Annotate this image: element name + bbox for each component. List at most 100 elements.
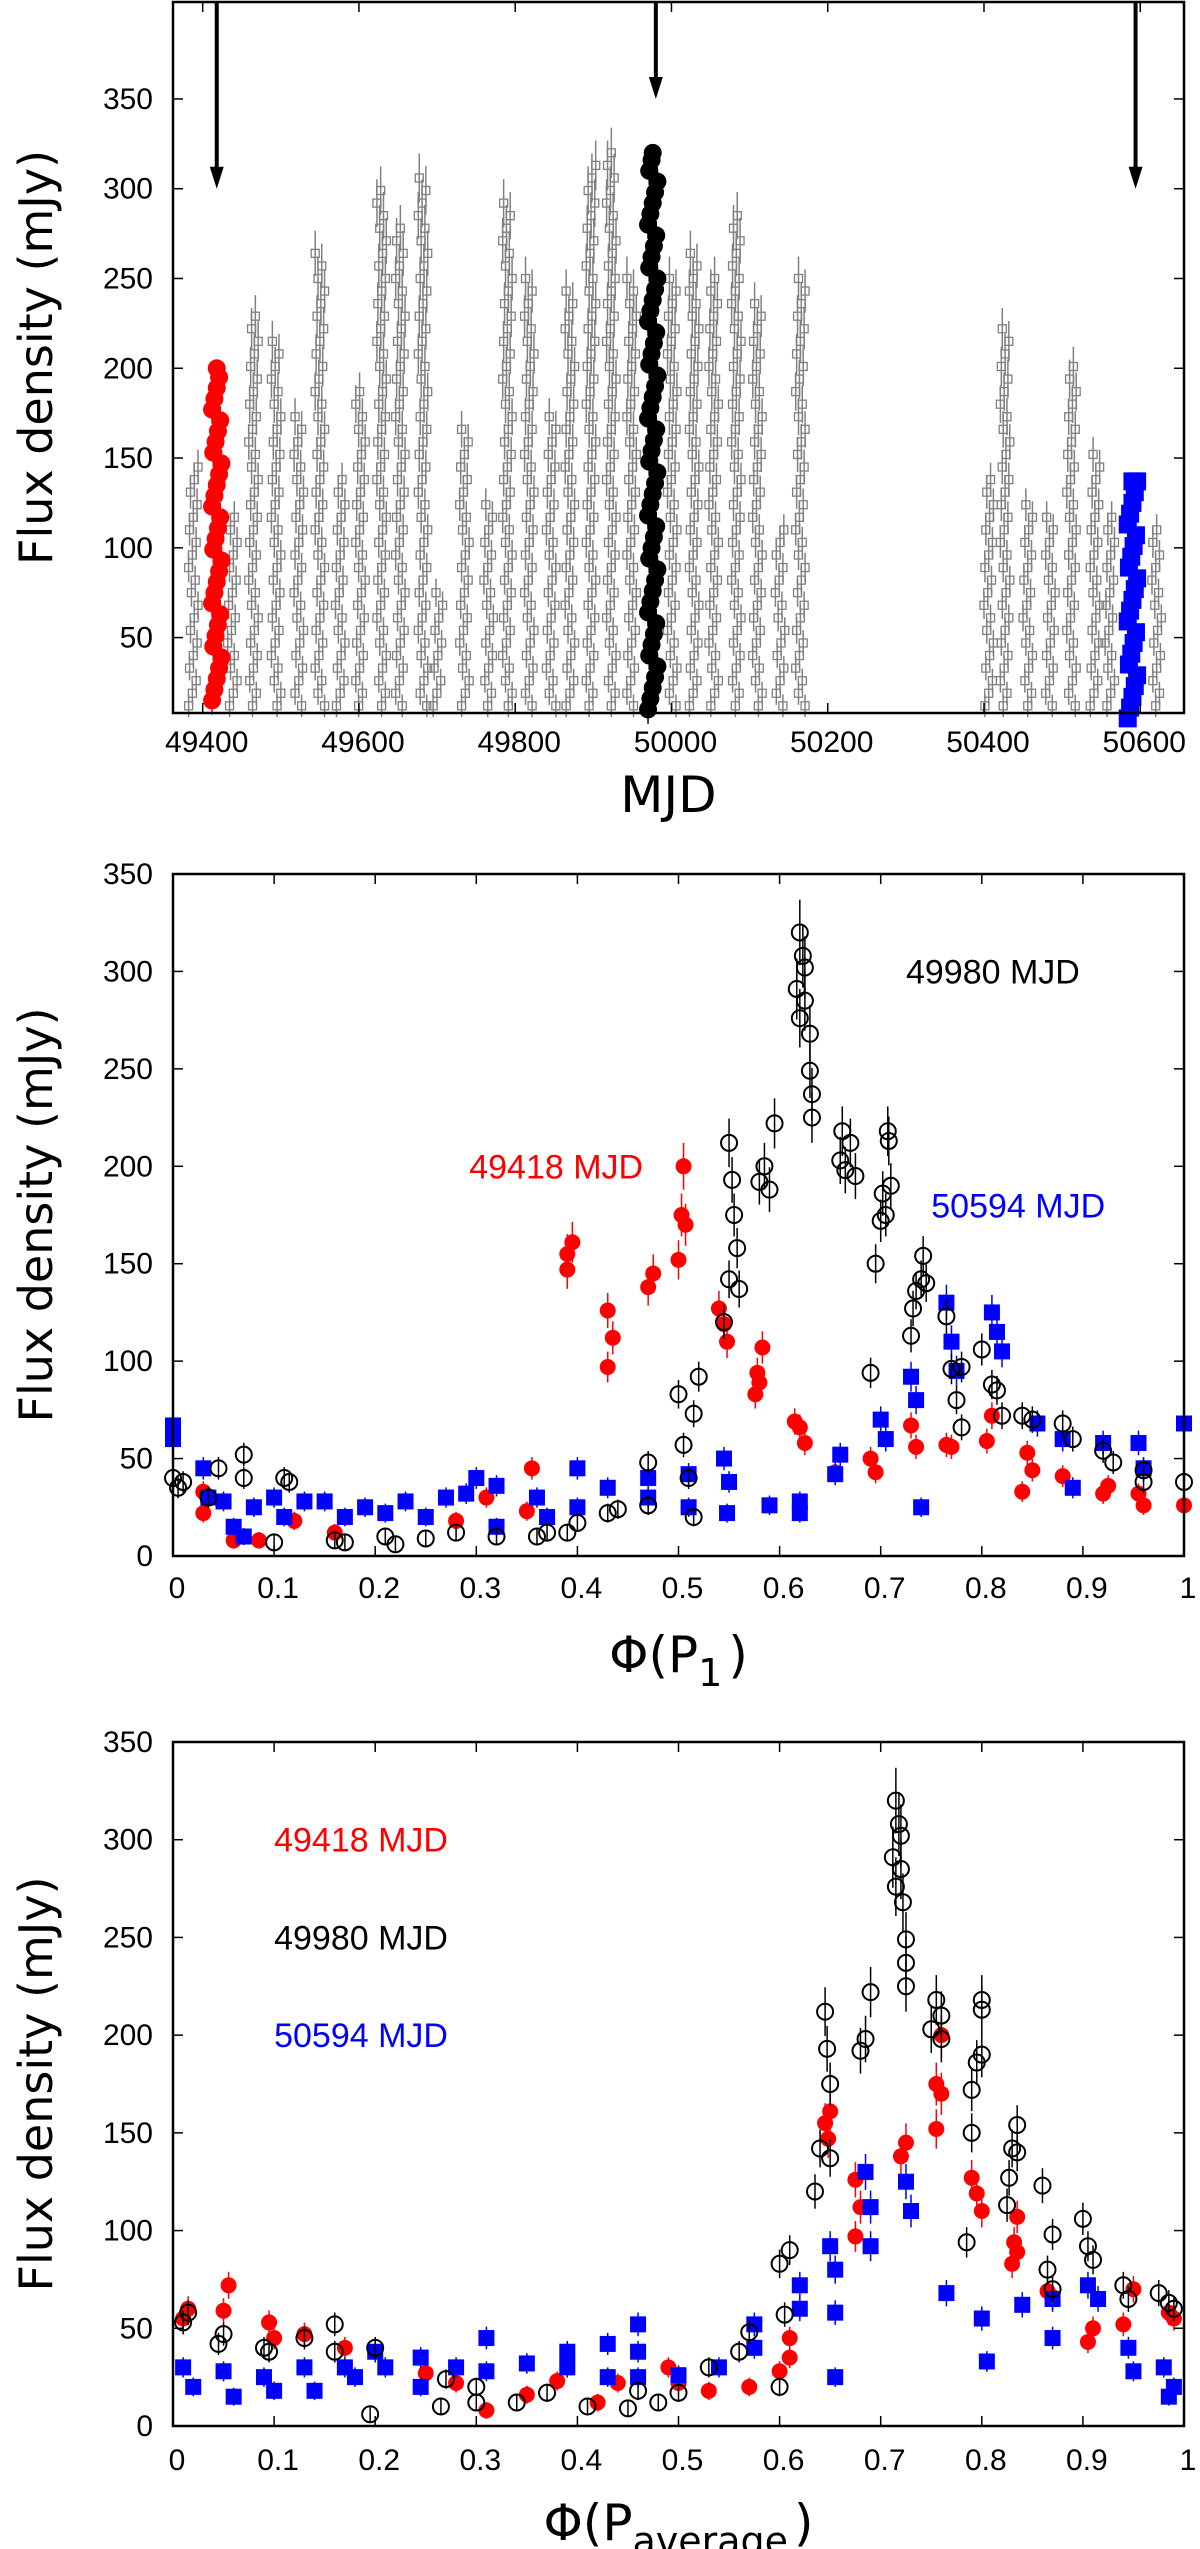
data-point [504,663,514,673]
data-point [488,1518,505,1535]
data-point [360,437,370,447]
data-point [377,2359,394,2376]
data-point [174,1472,193,1491]
data-point [1100,1477,1117,1494]
data-point [1068,361,1079,372]
data-point [462,474,472,485]
data-point [437,600,448,610]
data-point [478,2363,495,2380]
data-point [670,324,680,334]
data-point [688,688,698,698]
data-point [797,537,807,548]
data-point [750,676,761,686]
data-point [779,663,789,673]
data-point [1003,650,1013,661]
data-point [1085,2320,1102,2337]
data-point [1092,575,1102,585]
data-point [419,676,429,686]
data-point [294,676,304,686]
data-point [611,374,621,384]
data-point [987,1381,1006,1400]
data-point [684,1404,703,1423]
data-point [861,1363,880,1382]
data-point [486,550,497,560]
data-point [1048,663,1058,673]
data-point [712,298,723,309]
data-point [1002,412,1012,422]
data-point [983,1304,1000,1321]
data-point [361,2405,380,2424]
data-point [713,537,723,548]
data-point [379,588,390,598]
data-point [938,2285,955,2302]
data-point [568,676,579,686]
data-point [628,562,639,573]
x-tick-label: 49800 [477,726,560,759]
x-axis-title: MJD [620,766,716,824]
data-point [604,1329,621,1346]
data-point [569,638,580,648]
data-point [518,2355,535,2372]
data-point [735,374,745,384]
data-point [561,286,571,296]
data-point [420,361,430,372]
data-point [730,701,741,711]
data-point [1154,550,1165,560]
data-point [318,462,329,472]
data-point [478,2330,495,2347]
data-point [711,336,722,346]
data-point [891,1860,910,1879]
data-point [713,399,723,409]
data-point [340,638,350,648]
x-tick-label: 0.5 [662,1572,704,1605]
data-point [325,1531,344,1550]
y-tick-label: 300 [103,1824,153,1857]
data-point [670,462,680,472]
data-point [488,613,498,623]
data-point [691,298,701,309]
data-point [709,273,720,284]
data-point [1064,688,1074,698]
data-point [561,701,571,711]
data-point [398,525,408,535]
data-point [791,2300,808,2317]
x-tick-label: 0.1 [257,2444,299,2477]
annotation-label: 49980 MJD [906,953,1080,991]
data-point [820,2130,837,2147]
data-point [549,638,559,648]
data-point [193,462,203,472]
data-point [487,650,498,661]
data-point [684,701,695,711]
data-point [319,701,330,711]
data-point [626,676,636,686]
data-point [720,1133,739,1152]
data-point [672,525,682,535]
data-point [997,324,1007,334]
data-point [629,663,640,673]
data-point [933,2085,950,2102]
data-point [879,1131,898,1150]
data-point [757,550,767,560]
data-point [756,588,766,598]
data-point [461,512,471,522]
data-point [276,688,286,698]
data-point [253,474,263,485]
data-point [1089,688,1099,698]
data-point [599,1358,616,1375]
data-point [610,273,620,284]
data-point [520,688,531,698]
x-tick-label: 50400 [946,726,1029,759]
data-point [273,525,283,535]
data-point [267,336,278,346]
data-point [252,512,262,522]
data-point [889,1815,908,1834]
data-point [550,600,560,610]
data-point [700,2382,717,2399]
data-point [467,2393,486,2412]
data-point [897,2173,914,2190]
data-point [917,1274,936,1293]
data-point [1025,588,1036,598]
data-point [827,1466,844,1483]
data-point [504,525,514,535]
data-point [428,701,438,711]
